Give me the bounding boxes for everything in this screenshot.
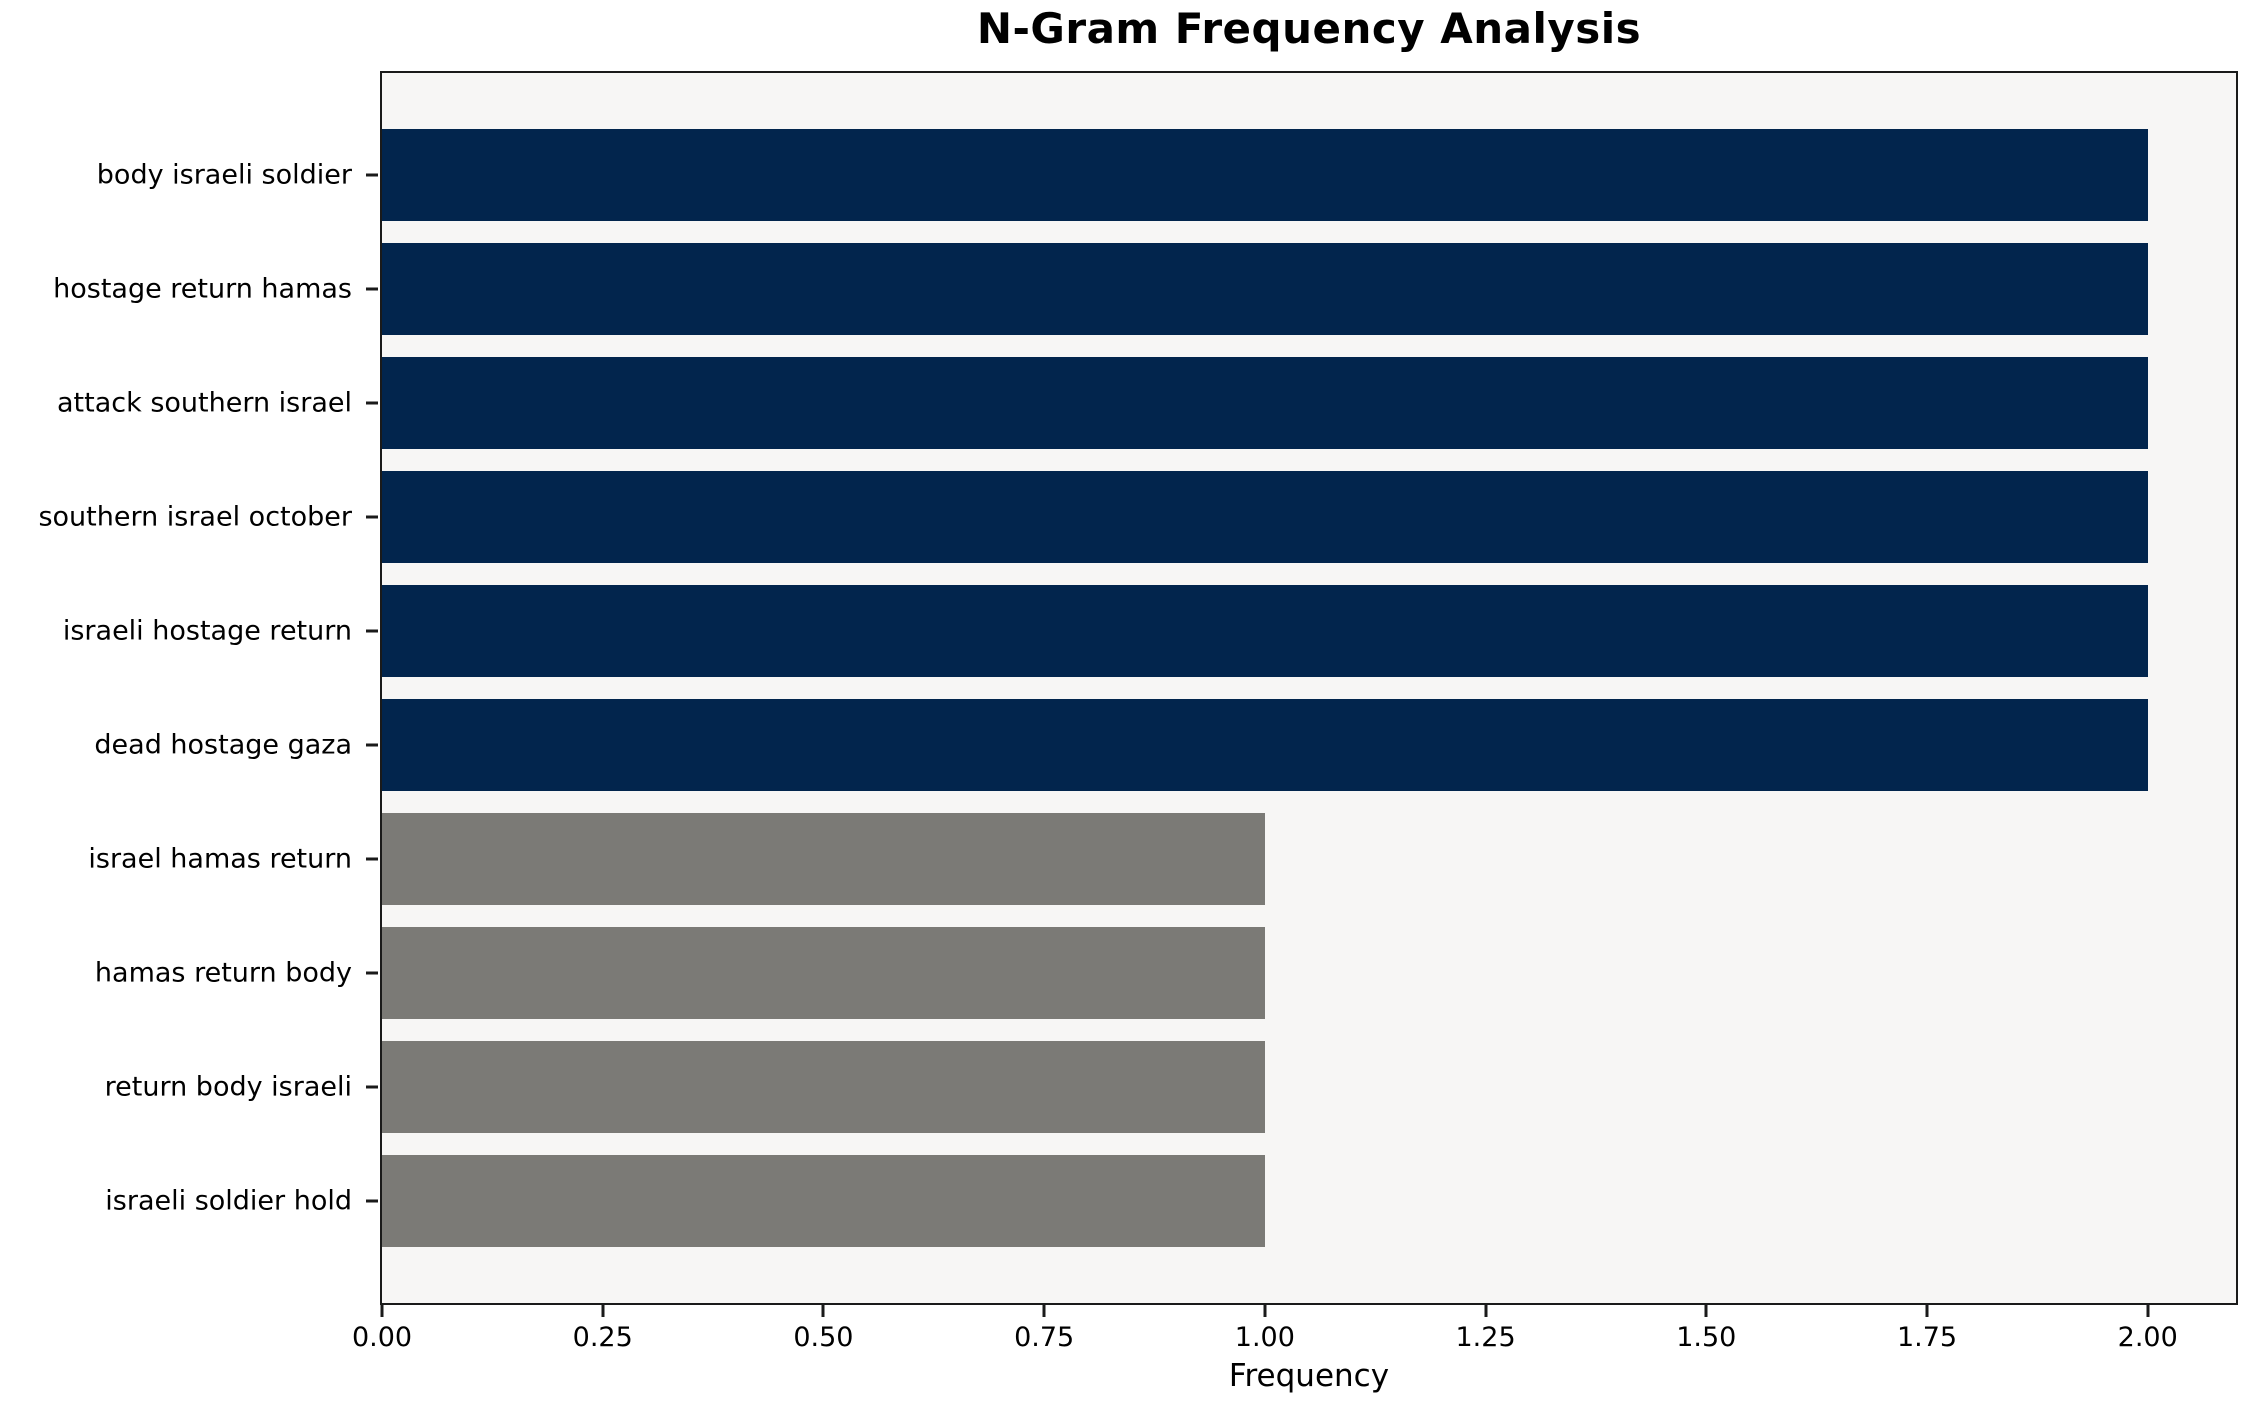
bar-row [382, 1030, 2236, 1144]
x-tick-label: 0.00 [351, 1322, 413, 1353]
bar-row [382, 688, 2236, 802]
bar-row [382, 346, 2236, 460]
y-tick-mark [366, 1199, 378, 1203]
y-tick-mark [366, 401, 378, 405]
y-axis-label: dead hostage gaza [94, 729, 352, 761]
bar-row [382, 1144, 2236, 1258]
x-tick-mark [1704, 1305, 1708, 1317]
y-tick-mark [366, 173, 378, 177]
y-axis-label: attack southern israel [57, 387, 352, 419]
x-tick-label: 1.50 [1676, 1322, 1737, 1353]
x-tick-label: 0.25 [572, 1322, 633, 1353]
x-tick-label: 1.00 [1234, 1322, 1295, 1353]
y-axis-label: israel hamas return [88, 843, 352, 875]
frequency-bar [382, 243, 2148, 335]
x-tick-label: 1.25 [1455, 1322, 1516, 1353]
x-tick-label: 1.75 [1896, 1322, 1958, 1353]
y-tick-mark [366, 743, 378, 747]
bar-row [382, 118, 2236, 232]
y-axis-label: israeli hostage return [62, 615, 352, 647]
frequency-bar [382, 1155, 1265, 1247]
frequency-bar [382, 927, 1265, 1019]
x-tick-mark [1263, 1305, 1267, 1317]
bar-row [382, 802, 2236, 916]
y-tick-mark [366, 971, 378, 975]
y-tick-mark [366, 1085, 378, 1089]
x-tick-mark [1925, 1305, 1929, 1317]
y-axis-label: return body israeli [104, 1071, 352, 1103]
frequency-bar [382, 585, 2148, 677]
x-tick-mark [821, 1305, 825, 1317]
y-tick-mark [366, 515, 378, 519]
plot-area [380, 71, 2238, 1305]
y-tick-mark [366, 629, 378, 633]
frequency-bar [382, 357, 2148, 449]
y-axis-label: hamas return body [94, 957, 352, 989]
bar-row [382, 574, 2236, 688]
x-tick-mark [380, 1305, 384, 1317]
y-tick-mark [366, 287, 378, 291]
x-tick-label: 0.75 [1014, 1322, 1075, 1353]
x-tick-mark [2146, 1305, 2150, 1317]
y-tick-mark [366, 857, 378, 861]
x-tick-mark [601, 1305, 605, 1317]
x-tick-label: 0.50 [793, 1322, 854, 1353]
y-axis-label: israeli soldier hold [105, 1185, 352, 1217]
bar-row [382, 232, 2236, 346]
x-tick-mark [1042, 1305, 1046, 1317]
frequency-bar [382, 471, 2148, 563]
frequency-bar [382, 699, 2148, 791]
frequency-bar [382, 129, 2148, 221]
y-axis-label: body israeli soldier [96, 159, 352, 191]
x-axis-title: Frequency [1228, 1358, 1390, 1394]
y-axis-label: hostage return hamas [53, 273, 352, 305]
frequency-bar [382, 1041, 1265, 1133]
x-tick-label: 2.00 [2117, 1322, 2178, 1353]
chart-title: N-Gram Frequency Analysis [976, 4, 1642, 53]
y-axis-label: southern israel october [38, 501, 352, 533]
bar-row [382, 916, 2236, 1030]
frequency-bar [382, 813, 1265, 905]
bar-row [382, 460, 2236, 574]
x-tick-mark [1484, 1305, 1488, 1317]
